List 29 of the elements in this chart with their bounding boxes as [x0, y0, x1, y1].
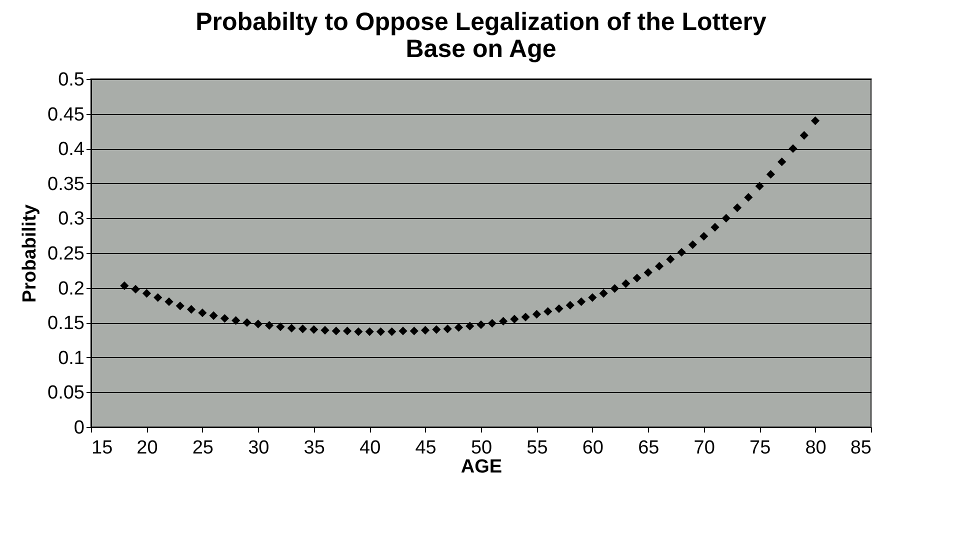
chart-title: Probabilty to Oppose Legalization of the Lottery Base on Age: [196, 8, 767, 63]
x-tick-label: 25: [192, 438, 214, 458]
y-axis-title: Probability: [20, 204, 41, 303]
x-tick-label: 50: [470, 438, 492, 458]
x-tick-label: 70: [694, 438, 715, 458]
x-tick-label: 60: [582, 438, 604, 458]
x-tick-label: 40: [360, 438, 381, 458]
y-tick-label: 0.15: [48, 313, 84, 334]
x-tick-label: 55: [526, 438, 548, 458]
x-tick-label: 75: [750, 438, 771, 458]
y-tick-label: 0.05: [48, 382, 84, 404]
x-tick-label: 35: [304, 438, 325, 458]
x-tick-label: 15: [92, 438, 113, 458]
y-tick-label: 0.3: [58, 208, 84, 230]
x-axis-title: AGE: [460, 456, 502, 478]
y-tick-label: 0.2: [58, 278, 84, 300]
y-tick-label: 0.4: [58, 139, 85, 160]
x-tick-label: 85: [850, 438, 872, 458]
y-tick-label: 0.35: [48, 174, 84, 195]
y-tick-label: 0.25: [48, 244, 84, 264]
x-tick-label: 65: [638, 438, 660, 458]
x-tick-label: 30: [248, 438, 270, 458]
y-tick-label: 0.1: [58, 348, 84, 369]
x-tick-label: 80: [805, 438, 826, 458]
x-tick-label: 45: [415, 438, 436, 458]
x-tick-label: 20: [136, 438, 158, 458]
y-tick-label: 0.5: [58, 70, 84, 90]
y-tick-label: 0: [74, 418, 84, 438]
y-tick-label: 0.45: [48, 104, 84, 126]
